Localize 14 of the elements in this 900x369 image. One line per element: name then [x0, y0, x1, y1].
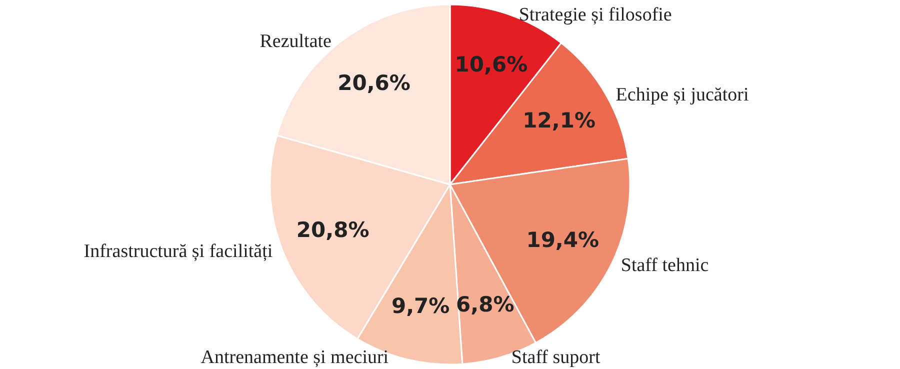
data-label: 20,6%	[338, 70, 410, 95]
slice-label: Infrastructură și facilități	[84, 240, 273, 262]
data-label: 10,6%	[454, 52, 528, 76]
data-label: 20,8%	[296, 218, 370, 242]
slice-label: Echipe și jucători	[616, 84, 749, 106]
slice-label: Staff suport	[511, 347, 601, 368]
slice-label: Staff tehnic	[620, 255, 709, 276]
slice-label: Rezultate	[260, 30, 332, 52]
data-label: 19,4%	[526, 228, 600, 252]
data-label: 6,8%	[456, 292, 514, 316]
data-label: 9,7%	[391, 294, 450, 318]
data-label: 12,1%	[522, 108, 596, 132]
slice-label: Antrenamente și meciuri	[200, 347, 389, 368]
slice-label: Strategie și filosofie	[518, 4, 672, 26]
